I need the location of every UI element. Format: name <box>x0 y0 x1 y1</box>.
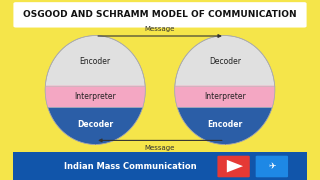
Text: OSGOOD AND SCHRAMM MODEL OF COMMUNICATION: OSGOOD AND SCHRAMM MODEL OF COMMUNICATIO… <box>23 10 297 19</box>
Text: Interpreter: Interpreter <box>74 92 116 101</box>
FancyBboxPatch shape <box>13 152 307 180</box>
Polygon shape <box>227 160 243 172</box>
Text: Encoder: Encoder <box>80 57 111 66</box>
Polygon shape <box>45 86 145 107</box>
Polygon shape <box>48 107 143 144</box>
Text: Indian Mass Communication: Indian Mass Communication <box>64 162 197 171</box>
Text: Message: Message <box>145 26 175 32</box>
Polygon shape <box>175 86 275 107</box>
FancyBboxPatch shape <box>13 2 307 28</box>
Text: Decoder: Decoder <box>209 57 241 66</box>
Text: Encoder: Encoder <box>207 120 242 129</box>
Polygon shape <box>45 36 145 144</box>
Text: Decoder: Decoder <box>77 120 113 129</box>
Polygon shape <box>177 107 272 144</box>
Text: ✈: ✈ <box>268 162 276 171</box>
FancyBboxPatch shape <box>217 156 250 177</box>
FancyBboxPatch shape <box>256 156 288 177</box>
Polygon shape <box>175 36 275 144</box>
Text: Interpreter: Interpreter <box>204 92 246 101</box>
Text: Message: Message <box>145 145 175 151</box>
